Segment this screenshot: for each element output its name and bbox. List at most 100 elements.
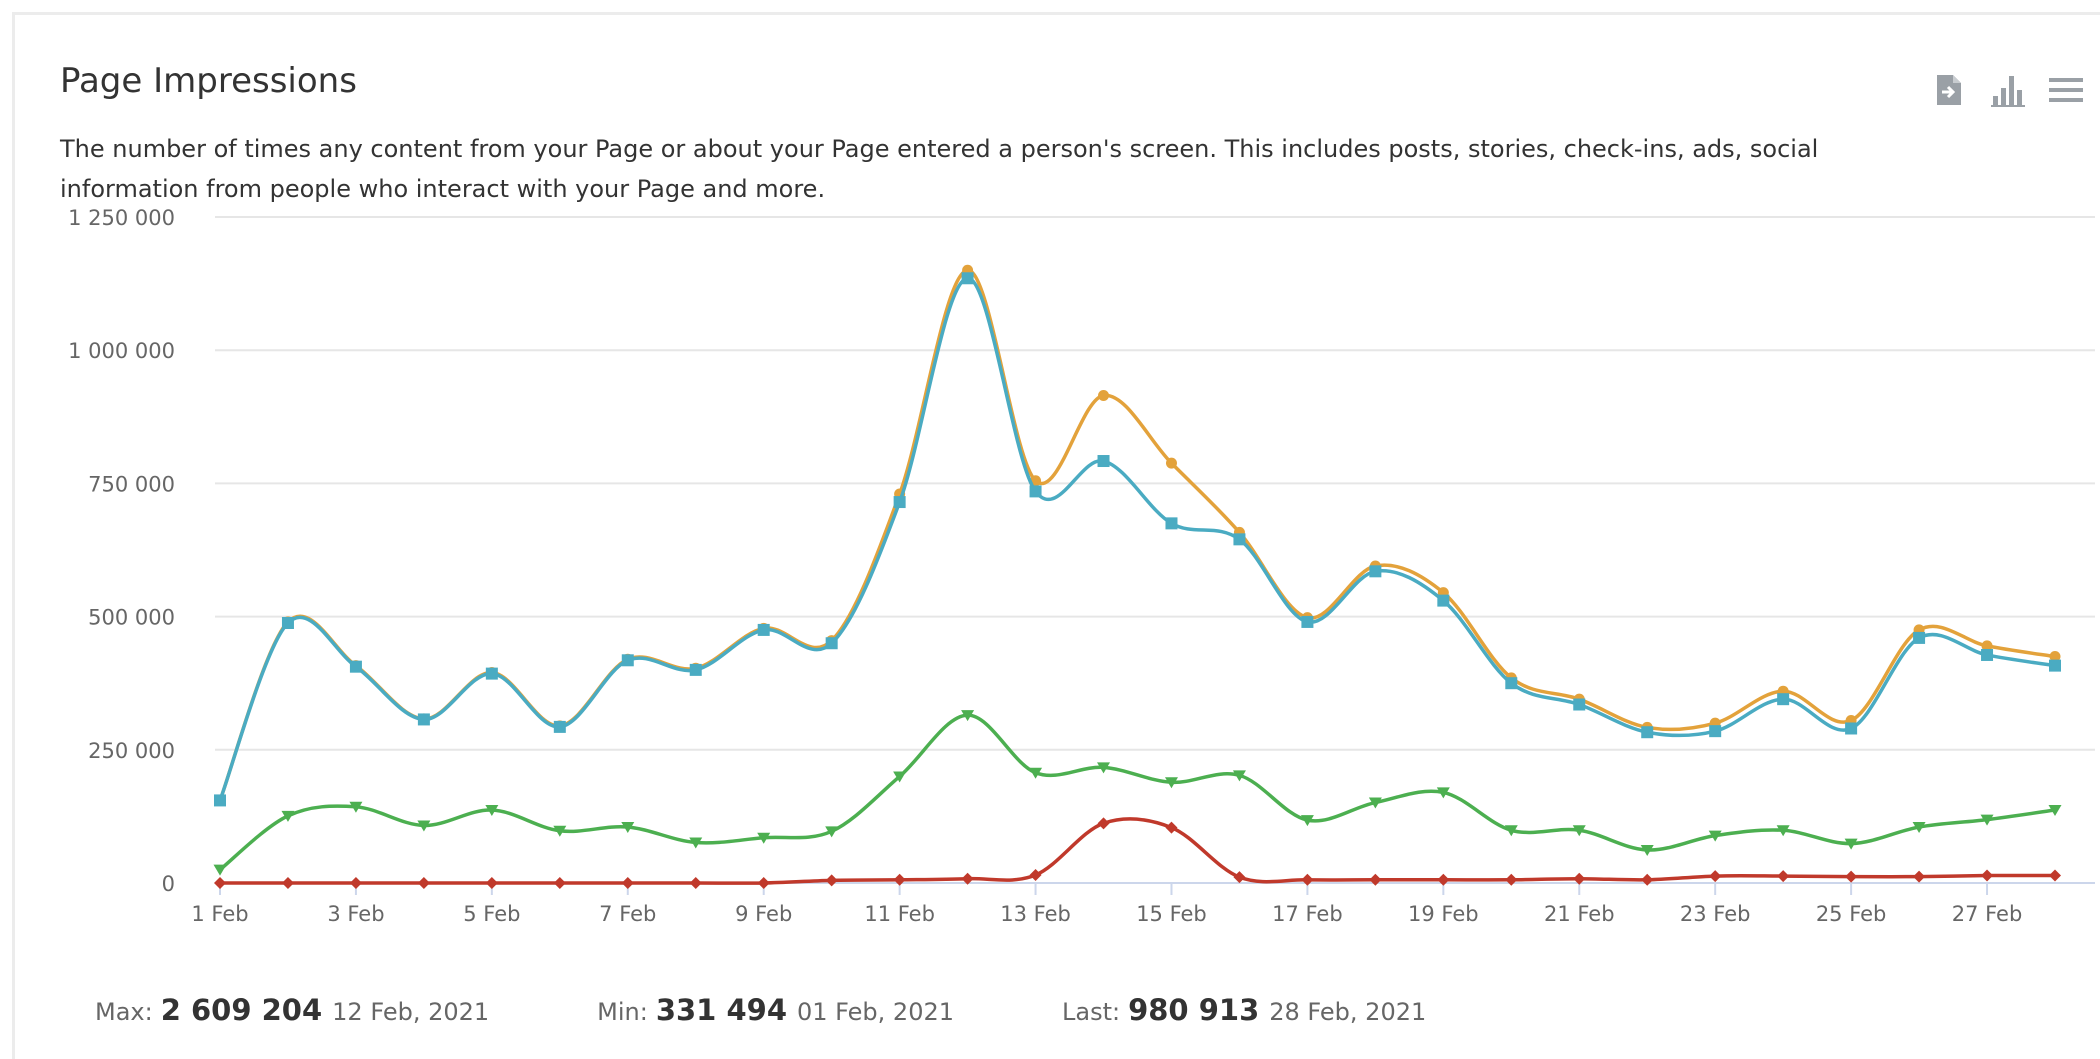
x-tick-label: 17 Feb <box>1272 902 1343 926</box>
data-point <box>213 864 227 876</box>
data-point <box>621 877 634 889</box>
export-icon[interactable] <box>1932 71 1968 109</box>
data-point <box>1029 869 1042 882</box>
data-point <box>1368 797 1382 809</box>
data-point <box>1369 873 1382 886</box>
data-point <box>893 873 906 886</box>
data-point <box>1640 844 1654 856</box>
menu-icon[interactable] <box>2048 71 2084 109</box>
data-point <box>1165 457 1177 469</box>
data-point <box>1029 485 1042 498</box>
stat-max: Max: 2 609 204 12 Feb, 2021 <box>95 993 489 1027</box>
data-point <box>1913 631 1926 644</box>
y-tick-label: 500 000 <box>88 606 175 630</box>
data-point <box>757 877 770 889</box>
chart-toolbar <box>1932 71 2084 109</box>
data-point <box>961 710 975 722</box>
y-tick-label: 250 000 <box>88 739 175 763</box>
data-point <box>1097 817 1110 830</box>
data-point <box>1776 825 1790 837</box>
data-point <box>1572 825 1586 837</box>
data-point <box>1164 777 1178 789</box>
data-point <box>621 822 635 834</box>
x-tick-label: 15 Feb <box>1136 902 1207 926</box>
data-point <box>1981 869 1994 882</box>
data-point <box>2048 805 2062 817</box>
stat-min: Min: 331 494 01 Feb, 2021 <box>597 993 954 1027</box>
x-tick-label: 3 Feb <box>327 902 384 926</box>
data-point <box>1436 787 1450 799</box>
data-point <box>1573 872 1586 885</box>
data-point <box>1845 870 1858 883</box>
chart-description: The number of times any content from you… <box>60 135 1819 203</box>
x-tick-label: 11 Feb <box>864 902 935 926</box>
data-point <box>281 810 295 822</box>
data-point <box>1029 767 1043 779</box>
series-line <box>218 713 2056 872</box>
data-point <box>485 805 499 817</box>
data-point <box>349 801 363 813</box>
series-line <box>220 817 2056 885</box>
data-point <box>1913 870 1926 883</box>
stat-last-value: 980 913 <box>1128 993 1260 1027</box>
x-tick-label: 7 Feb <box>599 902 656 926</box>
data-point <box>1301 615 1314 628</box>
data-point <box>1301 873 1314 886</box>
data-point <box>825 874 838 887</box>
x-tick-label: 27 Feb <box>1952 902 2023 926</box>
data-point <box>1437 873 1450 886</box>
data-point <box>1098 389 1110 401</box>
stat-max-label: Max: <box>95 998 153 1026</box>
data-point <box>417 820 431 832</box>
data-point <box>1097 455 1110 468</box>
bar-chart-icon[interactable] <box>1990 71 2026 109</box>
chart-card: Page Impressions Th <box>12 12 2100 1059</box>
x-tick-label: 9 Feb <box>735 902 792 926</box>
stat-max-date: 12 Feb, 2021 <box>332 998 490 1026</box>
x-tick-label: 19 Feb <box>1408 902 1479 926</box>
data-point <box>1232 770 1246 782</box>
data-point <box>281 877 294 889</box>
x-tick-label: 21 Feb <box>1544 902 1615 926</box>
y-tick-label: 0 <box>162 872 175 896</box>
data-point <box>1641 873 1654 886</box>
data-point <box>1437 594 1450 607</box>
stats-row: Max: 2 609 204 12 Feb, 2021 Min: 331 494… <box>95 993 1534 1027</box>
data-point <box>1981 640 1993 652</box>
data-point <box>1097 762 1111 774</box>
data-point <box>1708 830 1722 842</box>
data-point <box>1777 870 1790 883</box>
data-point <box>2049 869 2061 882</box>
data-point <box>757 832 771 844</box>
data-point <box>1504 825 1518 837</box>
x-tick-label: 13 Feb <box>1000 902 1071 926</box>
stat-min-label: Min: <box>597 998 648 1026</box>
data-point <box>893 771 907 783</box>
data-point <box>2049 651 2061 663</box>
data-point <box>1369 565 1382 578</box>
line-chart: 0 250 000 500 000 750 000 1 000 000 1 250 000… <box>68 206 2095 926</box>
data-point <box>485 667 498 680</box>
data-point <box>1165 517 1178 530</box>
data-point <box>1300 815 1314 827</box>
data-point <box>417 713 430 726</box>
series-line <box>218 276 2056 802</box>
data-point <box>1233 871 1246 884</box>
data-point <box>689 877 702 889</box>
data-point <box>349 660 362 673</box>
data-point <box>214 877 226 889</box>
data-point <box>1505 677 1518 690</box>
chart-title: Page Impressions <box>60 61 357 101</box>
data-point <box>1641 726 1654 739</box>
data-point <box>349 877 362 889</box>
data-point <box>621 654 634 667</box>
data-point <box>1573 698 1586 711</box>
stat-min-value: 331 494 <box>655 993 787 1027</box>
data-point <box>1981 648 1994 661</box>
data-point <box>893 496 906 509</box>
data-point <box>1845 722 1858 735</box>
data-point <box>1980 814 1994 826</box>
data-point <box>1844 838 1858 850</box>
data-point <box>553 877 566 889</box>
data-point <box>1233 533 1246 546</box>
